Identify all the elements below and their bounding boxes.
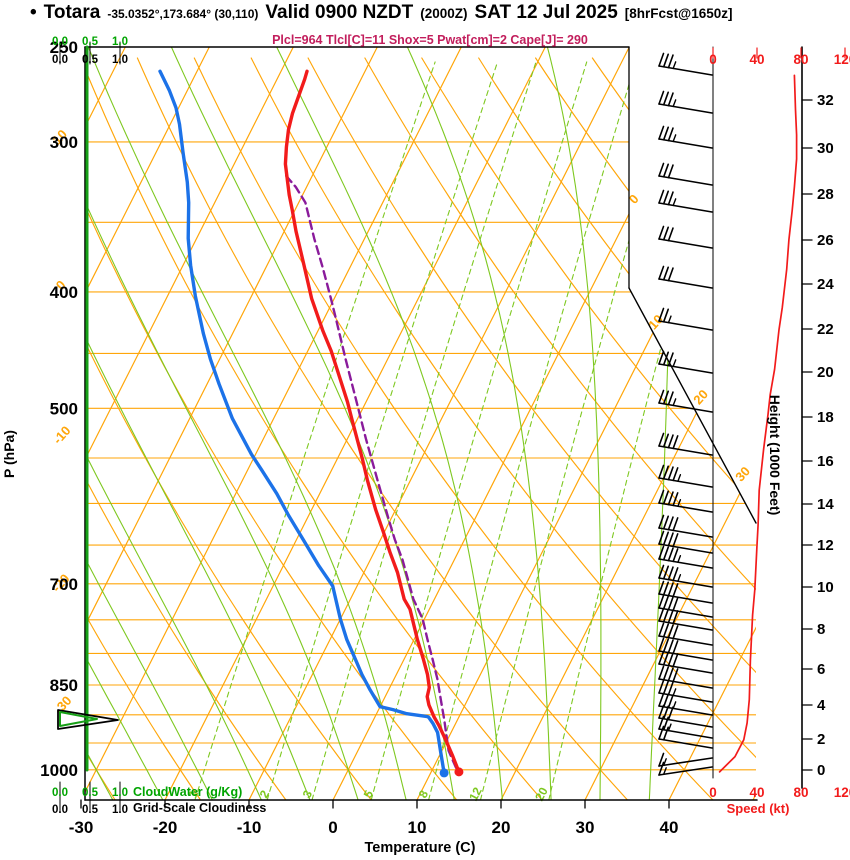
valid-time: Valid 0900 NZDT <box>265 2 414 23</box>
svg-text:500: 500 <box>50 399 78 418</box>
svg-text:300: 300 <box>50 133 78 152</box>
temperature-tick-labels: -30 -20 -10 0 10 20 30 40 <box>69 799 679 837</box>
svg-text:20: 20 <box>817 364 834 381</box>
svg-text:250: 250 <box>50 38 78 57</box>
svg-text:1.0: 1.0 <box>112 804 128 816</box>
svg-text:8: 8 <box>817 621 825 638</box>
svg-text:0: 0 <box>709 52 717 67</box>
svg-text:-10: -10 <box>50 423 74 447</box>
svg-text:20: 20 <box>690 387 711 408</box>
title-bullet-icon: • <box>30 2 37 23</box>
svg-text:700: 700 <box>50 575 78 594</box>
svg-text:1.0: 1.0 <box>112 54 128 66</box>
cloud-scale-labels: 0.0 0.0 0.0 0.0 0.5 0.5 0.5 0.5 1.0 1.0 1.0 1.0 <box>52 36 128 816</box>
valid-date: SAT 12 Jul 2025 <box>474 2 618 23</box>
svg-text:0.5: 0.5 <box>82 36 99 48</box>
svg-text:400: 400 <box>50 283 78 302</box>
svg-text:0: 0 <box>328 818 337 837</box>
cloudiness-axis-title: Grid-Scale Cloudiness <box>133 801 267 815</box>
sounding-parameters: Plcl=964 Tlcl[C]=11 Shox=5 Pwat[cm]=2 Ca… <box>272 33 588 47</box>
dewpoint-curve <box>158 69 449 778</box>
svg-text:30: 30 <box>732 464 753 485</box>
speed-axis-title: Speed (kt) <box>726 801 790 816</box>
svg-text:14: 14 <box>817 496 834 513</box>
svg-text:0.5: 0.5 <box>82 804 99 816</box>
svg-text:40: 40 <box>660 818 679 837</box>
svg-text:30: 30 <box>576 818 595 837</box>
svg-text:10: 10 <box>817 579 834 596</box>
svg-text:4: 4 <box>817 697 826 714</box>
svg-text:1.0: 1.0 <box>112 787 128 799</box>
svg-text:20: 20 <box>492 818 511 837</box>
svg-text:32: 32 <box>817 92 834 109</box>
svg-text:12: 12 <box>466 785 485 804</box>
svg-text:120: 120 <box>834 785 850 800</box>
dry-adiabat-labels: 100-10-20-30 <box>49 127 75 717</box>
svg-text:26: 26 <box>817 232 834 249</box>
svg-text:40: 40 <box>749 52 764 67</box>
svg-text:0: 0 <box>817 762 825 779</box>
svg-text:0.5: 0.5 <box>82 54 99 66</box>
svg-text:30: 30 <box>817 140 834 157</box>
height-axis-title: Height (1000 Feet) <box>767 394 783 516</box>
dry-adiabat-lines <box>85 57 756 800</box>
chart-title: • Totara -35.0352°,173.684° (30,110) Val… <box>30 2 733 24</box>
svg-text:3: 3 <box>300 788 316 801</box>
surface-temperature-dot <box>454 767 464 777</box>
svg-text:18: 18 <box>817 409 834 426</box>
plot-frame <box>84 45 803 801</box>
svg-text:0.5: 0.5 <box>82 787 99 799</box>
forecast-tag: [8hrFcst@1650z] <box>624 6 733 21</box>
pressure-axis-title: P (hPa) <box>1 430 17 478</box>
svg-text:6: 6 <box>817 661 825 678</box>
svg-text:40: 40 <box>749 785 764 800</box>
svg-text:0.0: 0.0 <box>52 54 68 66</box>
valid-zulu: (2000Z) <box>420 6 468 21</box>
speed-tick-labels: 0040408080120120 <box>709 47 850 800</box>
surface-dewpoint-dot <box>439 768 449 778</box>
parcel-path-curve <box>282 171 458 769</box>
svg-text:0.0: 0.0 <box>52 36 68 48</box>
svg-text:0.0: 0.0 <box>52 787 68 799</box>
svg-text:0.0: 0.0 <box>52 804 68 816</box>
wind-barbs <box>658 52 713 776</box>
svg-text:12: 12 <box>817 537 834 554</box>
pressure-tick-labels: 250 300 400 500 700 850 1000 <box>40 38 78 780</box>
svg-text:850: 850 <box>50 676 78 695</box>
svg-text:120: 120 <box>834 52 850 67</box>
svg-text:28: 28 <box>817 186 834 203</box>
temperature-axis-title: Temperature (C) <box>364 840 476 856</box>
svg-text:22: 22 <box>817 321 834 338</box>
svg-text:2: 2 <box>817 731 825 748</box>
svg-text:0: 0 <box>626 191 642 206</box>
moist-adiabat-lines <box>85 47 671 800</box>
station-name: Totara <box>43 2 101 23</box>
svg-text:0: 0 <box>709 785 717 800</box>
svg-text:80: 80 <box>793 785 808 800</box>
svg-text:-10: -10 <box>237 818 262 837</box>
cloudwater-axis-title: CloudWater (g/Kg) <box>133 785 243 799</box>
wind-speed-profile <box>718 74 798 773</box>
svg-text:1000: 1000 <box>40 761 78 780</box>
svg-text:-30: -30 <box>69 818 94 837</box>
svg-text:-20: -20 <box>153 818 178 837</box>
svg-text:20: 20 <box>532 785 551 804</box>
svg-text:1.0: 1.0 <box>112 36 128 48</box>
svg-text:10: 10 <box>408 818 427 837</box>
cloud-profile-wedges <box>57 709 119 730</box>
temperature-curve <box>283 69 464 777</box>
station-coords: -35.0352°,173.684° (30,110) <box>107 7 259 21</box>
svg-text:24: 24 <box>817 276 834 293</box>
mixing-ratio-lines <box>194 61 739 800</box>
svg-text:16: 16 <box>817 453 834 470</box>
svg-text:80: 80 <box>793 52 808 67</box>
